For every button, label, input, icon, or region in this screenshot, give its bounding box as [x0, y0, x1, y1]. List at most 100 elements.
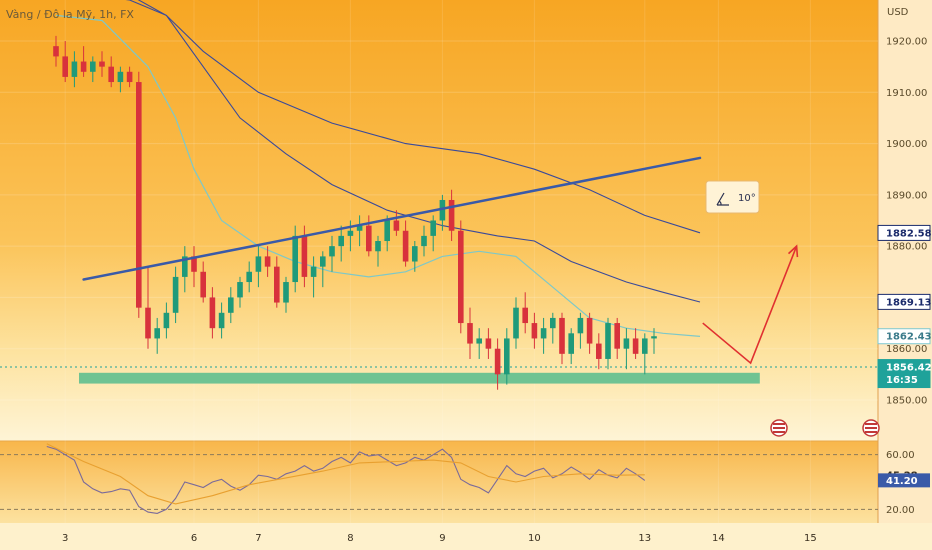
candle-body	[80, 61, 87, 72]
candle[interactable]	[467, 307, 473, 359]
candle[interactable]	[320, 251, 326, 288]
time-tick-label: 10	[528, 533, 541, 544]
candle[interactable]	[568, 328, 574, 365]
time-tick-label: 14	[712, 533, 725, 544]
candle[interactable]	[154, 317, 160, 354]
candle[interactable]	[191, 246, 197, 288]
rsi-line	[46, 445, 646, 514]
candle[interactable]	[145, 266, 151, 349]
candle-body	[310, 266, 317, 277]
support-zone[interactable]	[79, 372, 760, 384]
candle[interactable]	[237, 276, 243, 308]
candle[interactable]	[550, 312, 556, 344]
candle[interactable]	[255, 246, 262, 288]
candle[interactable]	[90, 56, 96, 83]
candle[interactable]	[559, 312, 565, 365]
candle-body	[90, 61, 96, 72]
angle-badge[interactable]: 10°	[705, 180, 760, 214]
price-axis-background	[878, 0, 932, 523]
candle[interactable]	[182, 246, 188, 293]
candle[interactable]	[402, 220, 409, 267]
candle[interactable]	[209, 287, 216, 339]
grid	[0, 366, 878, 368]
time-tick-label: 13	[638, 533, 651, 544]
candle[interactable]	[246, 261, 252, 293]
support-zone-layer[interactable]	[79, 372, 760, 384]
candle[interactable]	[522, 292, 528, 334]
price-label-value: 1869.13	[886, 297, 932, 308]
price-label[interactable]: 1882.58	[877, 224, 932, 241]
candle[interactable]	[172, 266, 179, 324]
candle[interactable]	[632, 328, 639, 359]
candle[interactable]	[274, 256, 280, 308]
forecast-arrowhead	[787, 244, 799, 258]
candle[interactable]	[338, 225, 344, 262]
candle[interactable]	[439, 194, 446, 231]
candle[interactable]	[71, 51, 78, 88]
candle[interactable]	[623, 328, 630, 370]
candle[interactable]	[393, 210, 400, 236]
candle[interactable]	[283, 276, 289, 313]
candle[interactable]	[586, 312, 593, 354]
candle[interactable]	[504, 328, 510, 385]
rsi-tick-label: 60.00	[886, 450, 915, 461]
forecast-path[interactable]	[702, 245, 798, 365]
candle[interactable]	[448, 189, 455, 242]
candle[interactable]	[421, 225, 427, 257]
candle[interactable]	[642, 333, 648, 375]
event-flag-icon[interactable]	[862, 419, 880, 437]
trendline[interactable]	[82, 156, 702, 281]
candle-body	[531, 323, 538, 339]
candle[interactable]	[117, 66, 124, 93]
candle[interactable]	[596, 333, 602, 370]
candle-body	[550, 317, 556, 329]
candle[interactable]	[430, 215, 436, 252]
candle[interactable]	[651, 328, 657, 354]
candle[interactable]	[614, 317, 620, 359]
candle[interactable]	[329, 235, 335, 272]
time-tick-label: 8	[347, 533, 353, 544]
candle[interactable]	[200, 261, 206, 303]
candle[interactable]	[62, 41, 68, 83]
candle[interactable]	[384, 215, 390, 252]
candle[interactable]	[264, 246, 271, 277]
candle-body	[476, 338, 482, 344]
candle[interactable]	[310, 256, 317, 298]
candle[interactable]	[126, 66, 133, 88]
candle-body	[596, 343, 602, 359]
candle[interactable]	[531, 312, 538, 349]
candle[interactable]	[218, 302, 225, 339]
candle-body	[375, 241, 381, 252]
candle[interactable]	[476, 328, 482, 359]
price-label[interactable]: 1869.13	[877, 293, 932, 310]
price-tick-label: 1920.00	[886, 37, 927, 48]
candle-body	[338, 235, 344, 247]
candlesticks[interactable]	[53, 35, 657, 390]
candle[interactable]	[577, 312, 584, 349]
candle[interactable]	[485, 328, 492, 359]
candle[interactable]	[458, 220, 464, 334]
candle[interactable]	[108, 56, 114, 88]
candle[interactable]	[163, 302, 170, 339]
price-label[interactable]: 1862.43	[877, 328, 932, 345]
candle[interactable]	[99, 51, 105, 77]
candle[interactable]	[494, 338, 501, 390]
candle[interactable]	[540, 317, 547, 354]
candle[interactable]	[228, 287, 234, 324]
candle[interactable]	[356, 215, 363, 247]
event-flag-icon[interactable]	[770, 419, 788, 437]
candle[interactable]	[605, 317, 611, 370]
candle[interactable]	[513, 297, 519, 349]
candle-body	[559, 317, 565, 354]
rsi-value-label[interactable]: 41.20	[878, 473, 930, 488]
candle[interactable]	[136, 71, 142, 318]
candle-body	[347, 230, 354, 236]
candle[interactable]	[53, 35, 59, 67]
candle-body	[62, 56, 68, 77]
drawings[interactable]	[82, 156, 799, 365]
candle[interactable]	[412, 241, 418, 272]
candle[interactable]	[375, 235, 381, 267]
candle[interactable]	[80, 46, 87, 77]
